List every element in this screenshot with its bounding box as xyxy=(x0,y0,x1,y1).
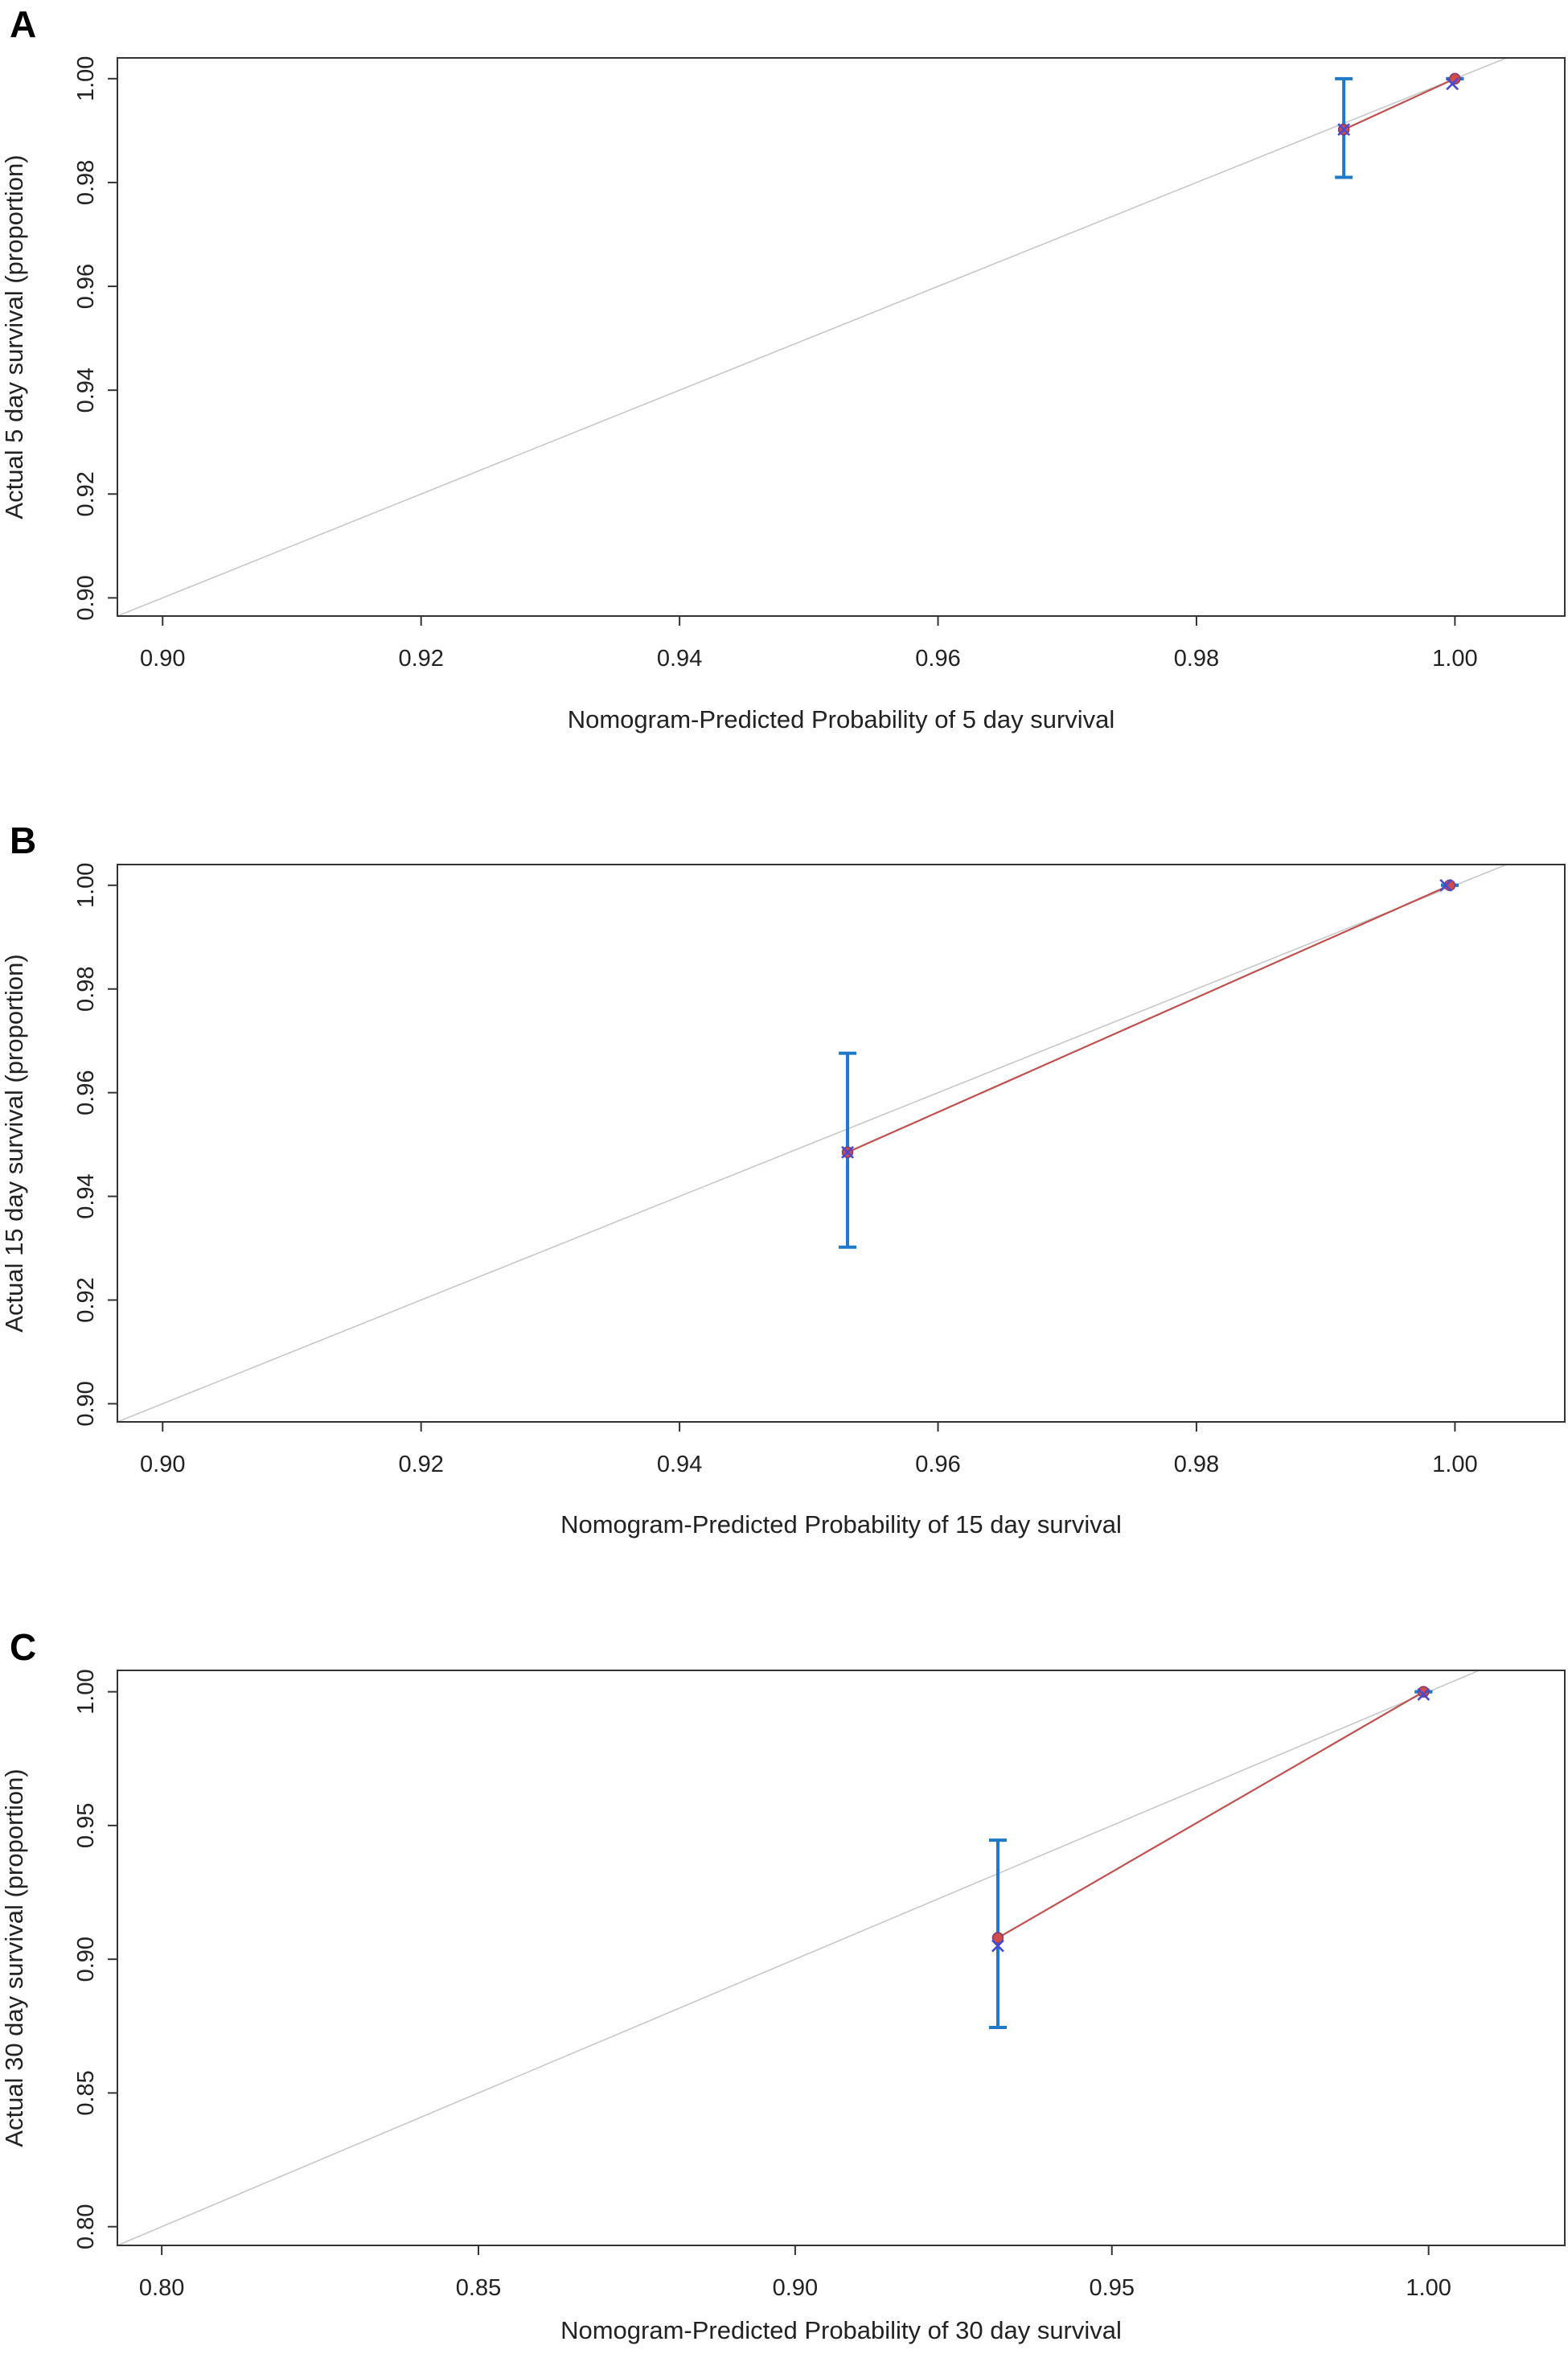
observed-point xyxy=(1418,1686,1430,1698)
kaplan-meier-x-marker xyxy=(1417,1688,1430,1701)
x-axis-title: Nomogram-Predicted Probability of 30 day… xyxy=(560,2316,1122,2344)
y-tick-label: 1.00 xyxy=(73,56,99,101)
calibration-panel-a: A 0.90 0.92 0.94 0.96 0.98 1.00 0.90 0.92 0.94 0.9… xyxy=(0,3,1566,733)
ideal-reference-line xyxy=(117,57,1507,617)
y-tick-label: 0.80 xyxy=(73,2204,99,2249)
y-tick-label: 0.98 xyxy=(73,160,99,205)
x-tick-label: 0.94 xyxy=(657,1452,702,1477)
y-tick-label: 0.92 xyxy=(73,471,99,516)
plot-frame xyxy=(117,57,1566,617)
calibration-panel-c: C 0.80 0.85 0.90 0.95 1.00 0.80 0.85 0.90 0.95 1.0… xyxy=(0,1626,1566,2344)
y-axis-title: Actual 5 day survival (proportion) xyxy=(0,154,28,519)
panel-letter: A xyxy=(10,3,36,45)
observed-point xyxy=(1449,72,1461,85)
y-tick-label: 0.98 xyxy=(73,966,99,1011)
observed-point xyxy=(991,1932,1004,1944)
y-tick-label: 0.96 xyxy=(73,1070,99,1115)
y-tick-label: 1.00 xyxy=(73,1669,99,1714)
kaplan-meier-x-marker xyxy=(841,1145,854,1159)
calibration-panel-b: B 0.90 0.92 0.94 0.96 0.98 1.00 0.90 0.92 0.94 0.9… xyxy=(0,820,1566,1538)
kaplan-meier-x-marker xyxy=(1439,878,1453,892)
calibration-curve xyxy=(997,1690,1424,1939)
x-tick-label: 0.90 xyxy=(140,1452,185,1477)
y-axis-title: Actual 15 day survival (proportion) xyxy=(0,954,28,1332)
x-axis-title: Nomogram-Predicted Probability of 5 day … xyxy=(568,705,1115,733)
x-axis-title: Nomogram-Predicted Probability of 15 day… xyxy=(560,1510,1122,1538)
y-tick-label: 0.90 xyxy=(73,575,99,620)
y-axis-title: Actual 30 day survival (proportion) xyxy=(0,1768,28,2146)
x-tick-label: 0.96 xyxy=(915,1452,960,1477)
x-tick-label: 0.94 xyxy=(657,646,702,672)
panel-letter: C xyxy=(10,1626,36,1668)
y-tick-label: 0.94 xyxy=(73,368,99,413)
ideal-reference-line xyxy=(117,864,1507,1423)
plot-frame xyxy=(117,1670,1566,2246)
calibration-curve xyxy=(847,884,1451,1153)
x-tick-label: 0.98 xyxy=(1174,1452,1219,1477)
x-tick-label: 0.92 xyxy=(398,646,443,672)
kaplan-meier-x-marker xyxy=(1446,77,1459,91)
x-tick-label: 1.00 xyxy=(1406,2275,1451,2301)
y-tick-label: 0.94 xyxy=(73,1173,99,1218)
x-tick-label: 0.98 xyxy=(1174,646,1219,672)
plot-frame xyxy=(117,864,1566,1423)
x-tick-label: 0.96 xyxy=(915,646,960,672)
x-tick-label: 0.90 xyxy=(773,2275,818,2301)
y-tick-label: 0.96 xyxy=(73,264,99,309)
x-tick-label: 0.85 xyxy=(456,2275,501,2301)
x-tick-label: 1.00 xyxy=(1432,1452,1477,1477)
kaplan-meier-x-marker xyxy=(991,1939,1004,1953)
y-tick-label: 0.92 xyxy=(73,1277,99,1322)
panel-letter: B xyxy=(10,820,36,861)
ideal-reference-line xyxy=(117,1670,1480,2246)
calibration-curve xyxy=(1343,77,1455,131)
y-tick-label: 0.90 xyxy=(73,1937,99,1982)
y-tick-label: 0.95 xyxy=(73,1803,99,1848)
x-tick-label: 0.92 xyxy=(398,1452,443,1477)
x-tick-label: 1.00 xyxy=(1432,646,1477,672)
y-tick-label: 1.00 xyxy=(73,863,99,908)
x-tick-label: 0.90 xyxy=(140,646,185,672)
x-tick-label: 0.95 xyxy=(1090,2275,1135,2301)
y-tick-label: 0.90 xyxy=(73,1381,99,1426)
x-tick-label: 0.80 xyxy=(139,2275,184,2301)
kaplan-meier-x-marker xyxy=(1337,123,1351,137)
y-tick-label: 0.85 xyxy=(73,2070,99,2115)
